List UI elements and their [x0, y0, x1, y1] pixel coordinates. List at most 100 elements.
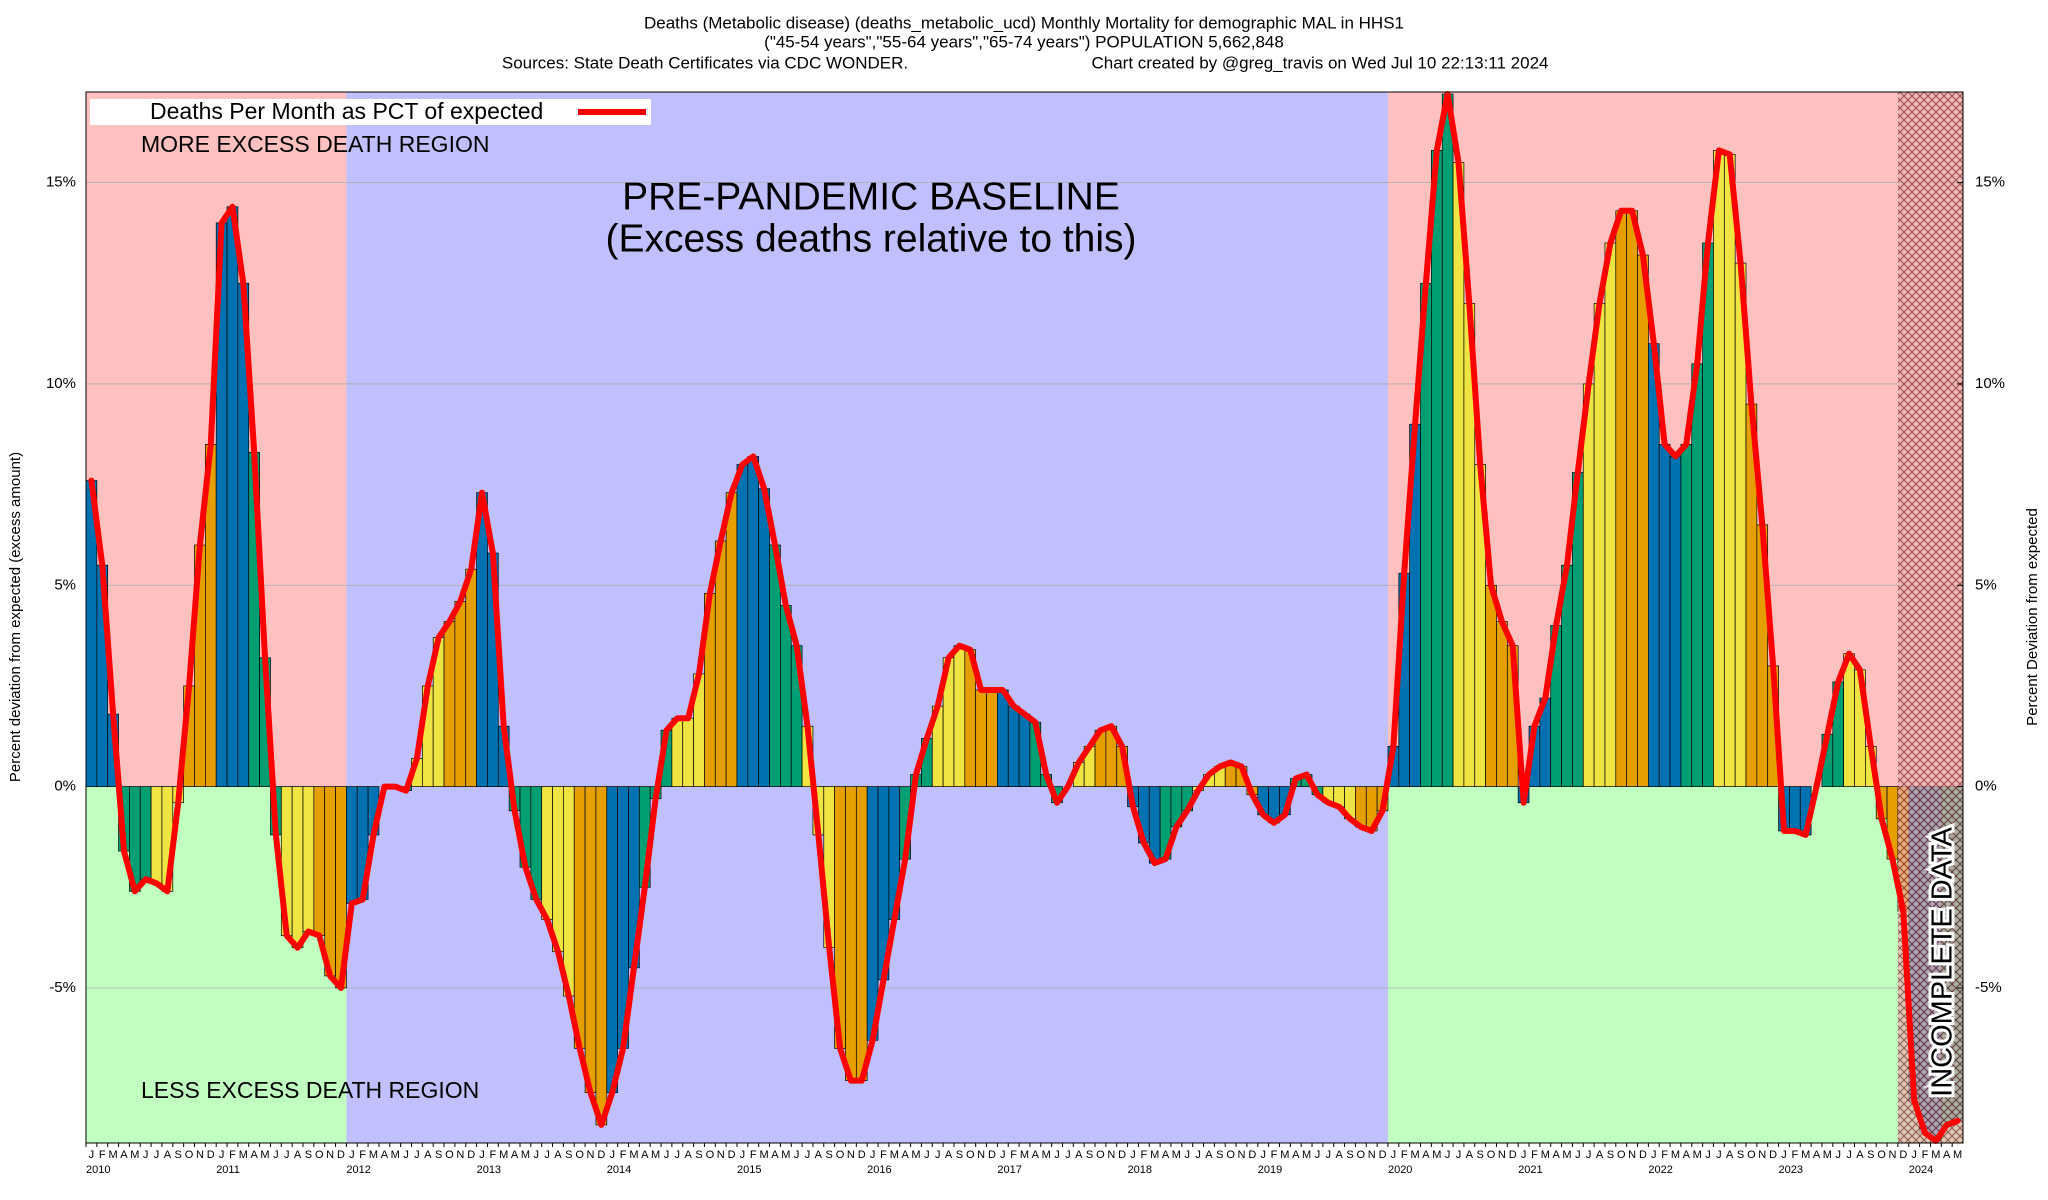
x-tick-label: S: [1477, 1149, 1484, 1161]
bar: [1658, 443, 1671, 787]
x-tick-label: O: [1226, 1149, 1235, 1161]
x-tick-label: D: [207, 1149, 215, 1161]
bar: [997, 689, 1009, 787]
y-tick-label: -5%: [49, 979, 76, 996]
x-tick-label: N: [1368, 1149, 1376, 1161]
x-tick-label: A: [1422, 1149, 1430, 1161]
x-tick-label: O: [315, 1149, 324, 1161]
x-tick-label: S: [956, 1149, 963, 1161]
bar: [855, 786, 868, 1081]
x-tick-label: M: [911, 1149, 920, 1161]
y2-tick-label: -5%: [1975, 979, 2002, 996]
x-tick-label: D: [597, 1149, 605, 1161]
y2-tick-label: 10%: [1975, 375, 2005, 392]
bar: [552, 786, 564, 953]
x-tick-label: N: [456, 1149, 464, 1161]
bar: [313, 786, 326, 936]
x-tick-label: J: [1130, 1149, 1136, 1161]
x-tick-label: A: [1292, 1149, 1300, 1161]
bar: [324, 786, 336, 977]
x-tick-label: A: [1683, 1149, 1691, 1161]
x-tick-label: F: [750, 1149, 757, 1161]
year-label: 2012: [346, 1164, 370, 1176]
bar: [1723, 154, 1736, 787]
y2-tick-label: 15%: [1975, 174, 2005, 191]
annotation: MORE EXCESS DEATH REGION: [141, 131, 489, 157]
bar: [1431, 150, 1443, 787]
x-tick-label: M: [1931, 1149, 1940, 1161]
x-tick-label: J: [154, 1149, 160, 1161]
x-tick-label: F: [1922, 1149, 1929, 1161]
x-tick-label: J: [1315, 1149, 1321, 1161]
x-tick-label: M: [521, 1149, 530, 1161]
x-tick-label: J: [609, 1149, 615, 1161]
x-tick-label: A: [1943, 1149, 1951, 1161]
x-tick-label: S: [565, 1149, 572, 1161]
series-line: [88, 91, 1961, 1144]
bar: [139, 786, 152, 880]
x-tick-label: J: [273, 1149, 279, 1161]
x-tick-label: S: [695, 1149, 702, 1161]
x-tick-label: M: [1302, 1149, 1311, 1161]
x-tick-label: A: [381, 1149, 389, 1161]
x-tick-label: D: [467, 1149, 475, 1161]
x-tick-label: J: [1000, 1149, 1006, 1161]
x-tick-label: J: [479, 1149, 485, 1161]
year-label: 2019: [1258, 1164, 1282, 1176]
x-tick-label: A: [1813, 1149, 1821, 1161]
bar: [465, 568, 477, 787]
x-tick-label: D: [1248, 1149, 1256, 1161]
chart-title: Deaths (Metabolic disease) (deaths_metab…: [644, 13, 1404, 32]
x-tick-label: A: [771, 1149, 779, 1161]
bar: [1615, 210, 1628, 787]
x-tick-label: J: [414, 1149, 420, 1161]
bar: [866, 786, 879, 1041]
x-tick-label: A: [1596, 1149, 1604, 1161]
x-tick-label: S: [1086, 1149, 1093, 1161]
x-tick-label: J: [89, 1149, 95, 1161]
x-tick-label: A: [120, 1149, 128, 1161]
source-note: Sources: State Death Certificates via CD…: [502, 53, 908, 72]
x-tick-label: J: [1445, 1149, 1451, 1161]
x-tick-label: O: [185, 1149, 194, 1161]
legend-box: [90, 99, 651, 125]
x-tick-label: A: [1075, 1149, 1083, 1161]
x-tick-label: F: [229, 1149, 236, 1161]
x-tick-label: N: [1498, 1149, 1506, 1161]
x-tick-label: A: [1466, 1149, 1474, 1161]
x-tick-label: J: [675, 1149, 681, 1161]
x-tick-label: O: [1617, 1149, 1626, 1161]
x-tick-label: A: [1552, 1149, 1560, 1161]
x-tick-label: J: [284, 1149, 290, 1161]
bar: [671, 717, 684, 787]
x-tick-label: M: [1020, 1149, 1029, 1161]
x-tick-label: A: [1726, 1149, 1734, 1161]
x-tick-label: M: [499, 1149, 508, 1161]
x-tick-label: S: [1607, 1149, 1614, 1161]
x-tick-label: A: [1162, 1149, 1170, 1161]
bar: [1789, 786, 1801, 832]
y-tick-label: 0%: [54, 778, 76, 795]
x-tick-label: N: [847, 1149, 855, 1161]
x-tick-label: M: [1671, 1149, 1680, 1161]
x-tick-label: A: [1032, 1149, 1040, 1161]
year-label: 2020: [1388, 1164, 1412, 1176]
x-tick-label: J: [1054, 1149, 1060, 1161]
y2-tick-label: 5%: [1975, 576, 1997, 593]
bar: [302, 786, 315, 932]
bar: [986, 689, 998, 787]
year-label: 2018: [1128, 1164, 1152, 1176]
x-tick-label: A: [684, 1149, 692, 1161]
bar: [747, 456, 760, 787]
x-tick-label: J: [1195, 1149, 1201, 1161]
x-tick-label: M: [1172, 1149, 1181, 1161]
x-tick-label: A: [901, 1149, 909, 1161]
credit-note: Chart created by @greg_travis on Wed Jul…: [1091, 53, 1548, 72]
x-tick-label: F: [359, 1149, 366, 1161]
annotation: LESS EXCESS DEATH REGION: [141, 1077, 479, 1103]
x-tick-label: D: [1899, 1149, 1907, 1161]
x-tick-label: M: [1150, 1149, 1159, 1161]
x-tick-label: O: [966, 1149, 975, 1161]
x-tick-label: S: [1737, 1149, 1744, 1161]
x-tick-label: F: [99, 1149, 106, 1161]
